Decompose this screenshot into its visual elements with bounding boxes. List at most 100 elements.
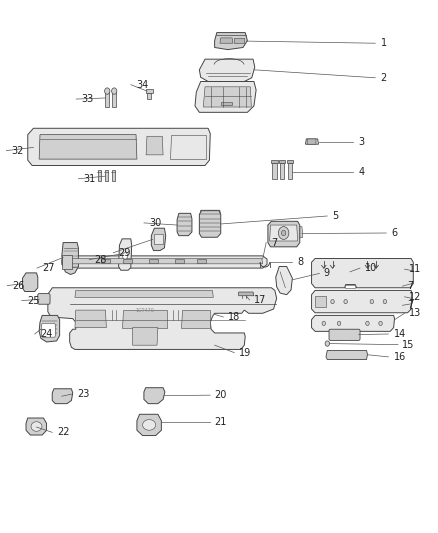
FancyBboxPatch shape [329,329,360,341]
Text: 7: 7 [407,281,413,291]
Text: 16: 16 [394,352,406,362]
Polygon shape [67,259,263,264]
Circle shape [322,321,325,326]
Circle shape [331,300,334,304]
Polygon shape [276,266,292,295]
Circle shape [366,321,369,326]
Text: 33: 33 [81,94,94,104]
Polygon shape [113,92,116,107]
Circle shape [279,227,289,239]
FancyBboxPatch shape [38,294,50,304]
FancyBboxPatch shape [307,139,316,144]
Text: 7: 7 [272,238,278,247]
Polygon shape [200,210,220,213]
Ellipse shape [143,419,155,430]
Polygon shape [75,310,106,328]
Polygon shape [279,160,286,164]
Polygon shape [48,288,277,350]
Text: 23: 23 [77,389,89,399]
Text: 12: 12 [409,292,421,302]
Polygon shape [28,128,210,165]
Text: 20: 20 [215,390,227,400]
Polygon shape [106,92,109,107]
Text: 21: 21 [215,417,227,427]
Text: 1CT470: 1CT470 [135,308,154,312]
Circle shape [337,321,341,326]
Text: 14: 14 [394,329,406,339]
Text: 7: 7 [407,300,413,310]
Text: 32: 32 [12,146,24,156]
Polygon shape [268,221,300,247]
Polygon shape [122,310,166,328]
Polygon shape [62,256,267,268]
Circle shape [112,88,117,94]
Text: 18: 18 [228,312,240,322]
Text: 31: 31 [84,174,96,184]
Polygon shape [345,285,355,288]
Text: 9: 9 [324,269,330,278]
Polygon shape [272,163,277,179]
Polygon shape [287,160,293,164]
Text: 4: 4 [359,167,365,177]
Polygon shape [215,33,247,50]
Polygon shape [270,225,297,241]
Polygon shape [181,310,210,328]
Polygon shape [239,292,254,296]
Text: 3: 3 [359,136,365,147]
Polygon shape [220,38,233,43]
FancyBboxPatch shape [42,324,55,337]
Polygon shape [144,387,165,403]
Text: 27: 27 [42,263,55,273]
Text: 17: 17 [254,295,266,305]
Polygon shape [119,239,132,270]
Polygon shape [98,169,101,181]
Text: 29: 29 [119,248,131,257]
Bar [175,259,184,263]
Polygon shape [39,316,60,342]
Polygon shape [146,90,152,93]
Text: 26: 26 [12,281,25,290]
Text: 1: 1 [381,38,387,48]
Text: 5: 5 [332,211,339,221]
Polygon shape [311,290,412,313]
Polygon shape [62,255,72,269]
Polygon shape [112,169,115,181]
Polygon shape [105,169,108,181]
Text: 25: 25 [27,295,39,305]
Polygon shape [146,136,163,155]
Text: 19: 19 [239,348,251,358]
Polygon shape [22,273,38,292]
Circle shape [105,88,110,94]
Polygon shape [326,351,367,360]
Circle shape [370,300,374,304]
Ellipse shape [31,422,42,431]
Circle shape [123,253,128,259]
Polygon shape [221,102,232,106]
Circle shape [344,300,347,304]
Polygon shape [315,296,326,308]
Bar [123,259,132,263]
Bar [149,259,158,263]
Bar [197,259,206,263]
Text: 6: 6 [392,228,398,238]
Polygon shape [199,211,221,237]
Polygon shape [52,389,73,403]
Text: 34: 34 [136,80,148,90]
Polygon shape [199,59,255,82]
Text: 30: 30 [149,218,161,228]
Text: 28: 28 [95,255,107,264]
Polygon shape [280,163,285,179]
Polygon shape [26,418,46,435]
Text: 24: 24 [40,329,53,339]
Polygon shape [39,135,137,159]
Circle shape [379,321,382,326]
Polygon shape [297,227,303,238]
Text: 22: 22 [57,427,70,438]
Text: 15: 15 [403,340,415,350]
Polygon shape [311,316,395,332]
Polygon shape [203,87,251,107]
Polygon shape [305,139,318,144]
Polygon shape [62,243,78,274]
Polygon shape [272,160,278,164]
Polygon shape [133,328,158,345]
